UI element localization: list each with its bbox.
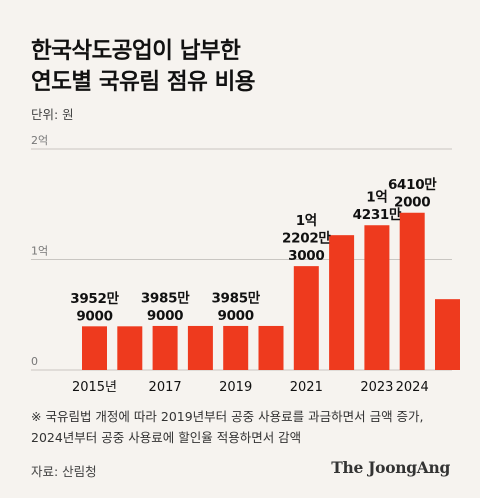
data-label: 1억 2202만 3000 (282, 213, 331, 264)
bar (435, 299, 460, 370)
bar (364, 225, 390, 370)
bar (187, 325, 213, 370)
x-tick-label: 2021 (290, 380, 323, 395)
chart-title: 한국삭도공업이 납부한 연도별 국유림 점유 비용 (31, 36, 256, 98)
y-tick-label: 1억 (31, 245, 48, 258)
data-label: 6410만 2000 (388, 177, 437, 211)
data-label: 3985만 9000 (141, 290, 190, 324)
publisher-logo: The JoongAng (331, 458, 450, 477)
data-label: 1억 4231만 (353, 190, 402, 224)
chart-title-line-2: 연도별 국유림 점유 비용 (31, 69, 256, 95)
footnote: ※ 국유림법 개정에 따라 2019년부터 공중 사용료를 과금하면서 금액 증… (31, 406, 424, 448)
bar (258, 325, 284, 370)
data-label: 3952만 9000 (70, 291, 119, 325)
bar (223, 325, 249, 370)
footnote-line-1: ※ 국유림법 개정에 따라 2019년부터 공중 사용료를 과금하면서 금액 증… (31, 409, 424, 424)
bar (293, 266, 319, 370)
bar (329, 235, 355, 370)
bar (117, 326, 143, 370)
source-label: 자료: 산림청 (31, 464, 97, 479)
y-tick-label: 0 (31, 355, 38, 368)
x-tick-label: 2023 (360, 380, 393, 395)
x-tick-label: 2017 (149, 380, 182, 395)
bar (399, 212, 425, 370)
footnote-line-2: 2024년부터 공중 사용료에 할인율 적용하면서 감액 (31, 430, 302, 445)
bar (152, 325, 178, 370)
y-tick-label: 2억 (31, 134, 48, 147)
bar (82, 326, 107, 370)
x-tick-label: 2024 (396, 380, 429, 395)
chart-title-line-1: 한국삭도공업이 납부한 (31, 38, 241, 64)
x-tick-label: 2015년 (72, 380, 117, 395)
x-tick-label: 2019 (219, 380, 252, 395)
data-label: 3985만 9000 (211, 290, 260, 324)
unit-label: 단위: 원 (31, 107, 74, 122)
